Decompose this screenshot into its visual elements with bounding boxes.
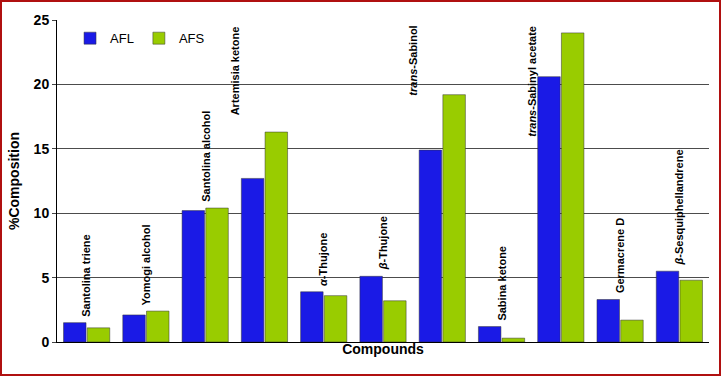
svg-text:Germacrene D: Germacrene D xyxy=(614,218,626,293)
svg-text:Santolina alcohol: Santolina alcohol xyxy=(200,111,212,202)
svg-text:β-Sesquiphellandrene: β-Sesquiphellandrene xyxy=(673,149,685,265)
svg-text:trans-Sabinyl acetate: trans-Sabinyl acetate xyxy=(526,26,538,137)
svg-text:Compounds: Compounds xyxy=(342,341,424,357)
svg-text:20: 20 xyxy=(34,76,50,92)
svg-text:Sabina ketone: Sabina ketone xyxy=(496,246,508,321)
svg-text:Santolina triene: Santolina triene xyxy=(80,234,92,317)
svg-text:25: 25 xyxy=(34,12,50,28)
svg-text:trans-Sabinol: trans-Sabinol xyxy=(407,25,419,95)
svg-text:15: 15 xyxy=(34,141,50,157)
svg-text:β-Thujone: β-Thujone xyxy=(377,216,389,270)
svg-text:Artemisia ketone: Artemisia ketone xyxy=(229,27,241,116)
svg-text:Yomogi alcohol: Yomogi alcohol xyxy=(140,224,152,305)
svg-text:10: 10 xyxy=(34,205,50,221)
svg-text:0: 0 xyxy=(41,334,49,350)
svg-text:AFS: AFS xyxy=(179,31,205,46)
svg-text:α-Thujone: α-Thujone xyxy=(317,233,329,286)
svg-text:AFL: AFL xyxy=(110,31,134,46)
svg-text:%Composition: %Composition xyxy=(6,132,22,230)
svg-text:5: 5 xyxy=(41,270,49,286)
